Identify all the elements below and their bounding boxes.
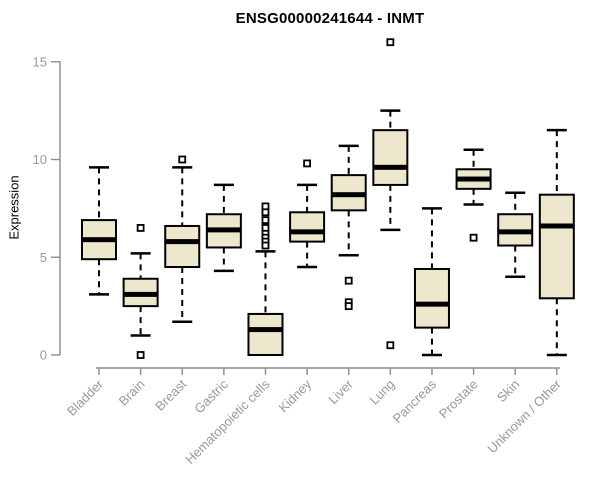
outlier-point-brain (136, 224, 145, 232)
outlier-point-breast (178, 155, 187, 164)
median-line-lung (373, 164, 408, 170)
median-line-hematopoietic-cells (248, 327, 283, 333)
x-category-label-bladder: Bladder (64, 376, 107, 419)
outlier-point-prostate (469, 233, 478, 242)
outlier-point-hematopoietic-cells (261, 208, 270, 217)
box-rect-lung (372, 129, 409, 186)
median-line-bladder (82, 237, 116, 243)
outlier-point-liver (344, 276, 353, 285)
x-category-label-skin: Skin (494, 377, 522, 405)
y-tick-label: 5 (40, 250, 47, 265)
box-rect-pancreas (413, 267, 450, 329)
median-line-unknown-other (539, 223, 574, 229)
x-category-label-breast: Breast (152, 376, 189, 413)
x-category-label-pancreas: Pancreas (390, 376, 440, 426)
y-tick-label: 10 (33, 152, 47, 167)
y-tick-label: 0 (40, 348, 47, 363)
x-category-label-gastric: Gastric (191, 376, 231, 416)
median-line-breast (165, 239, 200, 245)
outlier-point-lung (386, 38, 395, 47)
outlier-point-hematopoietic-cells (261, 216, 270, 225)
median-line-brain (123, 291, 158, 297)
y-tick-label: 15 (33, 54, 47, 69)
median-line-kidney (290, 229, 325, 235)
x-category-label-prostate: Prostate (436, 377, 481, 422)
median-line-liver (331, 192, 366, 198)
x-category-label-liver: Liver (325, 376, 356, 407)
x-category-label-lung: Lung (366, 377, 397, 408)
box-rect-unknown-other (538, 193, 575, 300)
outlier-point-lung (386, 341, 395, 350)
outlier-point-liver (344, 302, 353, 311)
median-line-gastric (206, 227, 241, 233)
median-line-pancreas (414, 301, 449, 307)
outlier-point-hematopoietic-cells (261, 241, 270, 250)
box-rect-hematopoietic-cells (247, 312, 284, 357)
median-line-prostate (456, 176, 491, 182)
box-rect-kidney (289, 211, 326, 243)
x-category-label-kidney: Kidney (276, 376, 315, 415)
chart-title: ENSG00000241644 - INMT (235, 10, 425, 27)
box-rect-breast (164, 224, 201, 269)
outlier-point-brain (136, 351, 145, 359)
x-category-label-unknown-other: Unknown / Other (484, 376, 564, 456)
outlier-point-kidney (303, 159, 312, 168)
median-line-skin (498, 229, 533, 235)
x-category-label-brain: Brain (116, 377, 148, 409)
